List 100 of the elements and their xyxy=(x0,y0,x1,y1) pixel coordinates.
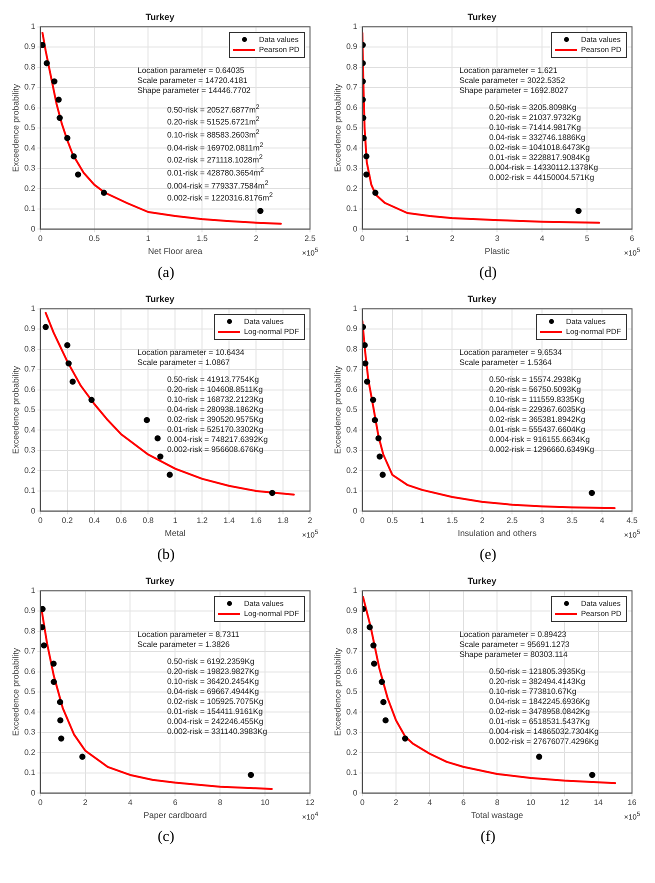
x-tick-label: 4 xyxy=(428,798,433,808)
y-tick-label: 1 xyxy=(352,304,358,314)
x-tick-label: 0.4 xyxy=(88,516,100,526)
y-axis-title: Exceedence probability xyxy=(332,647,342,736)
point xyxy=(40,606,46,612)
y-tick-label: 0.3 xyxy=(346,164,358,173)
chart-title: Turkey xyxy=(468,12,496,22)
y-tick-label: 0.1 xyxy=(346,204,358,214)
y-tick-label: 0.3 xyxy=(24,728,36,737)
point xyxy=(57,717,64,724)
annotation: Location parameter = 8.7311 Scale parameter = 1.3826 xyxy=(137,630,240,650)
y-tick-label: 0 xyxy=(30,224,36,234)
x-axis-title: Paper cardboard xyxy=(143,810,208,820)
point xyxy=(372,417,378,424)
x-tick-label: 0 xyxy=(38,798,44,808)
text: (d) xyxy=(478,264,498,283)
y-tick-label: 0.5 xyxy=(346,687,358,696)
chart-title: Turkey xyxy=(468,294,496,304)
y-tick-label: 1 xyxy=(30,586,36,596)
x-tick-label: 1.8 xyxy=(277,516,290,526)
x-tick-label: 1.6 xyxy=(250,516,262,526)
x-tick-label: 2 xyxy=(450,234,455,244)
annotation: Location parameter = 0.64035 Scale parameter = 14720.4181 Shape parameter = 14446.7702 xyxy=(137,66,251,96)
x-axis-title: Insulation and others xyxy=(458,528,537,538)
text: (c) xyxy=(156,828,176,847)
y-tick-label: 0.4 xyxy=(24,707,36,716)
x-tick-label: 2 xyxy=(480,516,485,526)
x-tick-label: 0 xyxy=(360,516,366,526)
point xyxy=(589,772,596,778)
y-tick-label: 0.4 xyxy=(24,143,36,152)
x-tick-label: 12 xyxy=(560,798,570,808)
x-tick-label: 2 xyxy=(254,234,259,244)
y-tick-label: 0.9 xyxy=(346,324,358,334)
annotation: 0.50-risk = 3205.8098Kg 0.20-risk = 21037.9732Kg 0.10-risk = 71414.9817Kg 0.04-risk = 332746.1886Kg 0.02-risk = 1041018.6473Kg 0.01-risk = 3228817.9084Kg 0.004-risk = 14330112.1378Kg 0.002-risk = 44150004.571Kg xyxy=(489,102,598,183)
y-tick-label: 0.5 xyxy=(24,123,36,132)
y-tick-label: 0.2 xyxy=(24,748,36,757)
point xyxy=(370,396,376,403)
x-tick-label: 0 xyxy=(360,798,366,808)
point xyxy=(375,435,382,442)
y-tick-label: 0.1 xyxy=(24,204,36,214)
chart-title: Turkey xyxy=(146,576,174,586)
x-tick-label: 1 xyxy=(405,234,410,244)
y-tick-label: 0.5 xyxy=(24,405,36,414)
x-axis-title: Metal xyxy=(164,528,186,538)
point xyxy=(376,453,383,460)
y-tick-label: 0.5 xyxy=(346,405,358,414)
x-tick-label: 1.2 xyxy=(196,516,208,526)
y-tick-label: 0.6 xyxy=(346,666,358,676)
point xyxy=(64,135,70,142)
y-tick-label: 0.6 xyxy=(24,102,36,112)
point xyxy=(364,378,370,385)
y-tick-label: 0.9 xyxy=(24,42,36,52)
y-tick-label: 0.6 xyxy=(24,666,36,676)
point xyxy=(79,754,86,760)
annotation: 0.50-risk = 121805.3935Kg 0.20-risk = 382494.4143Kg 0.10-risk = 773810.67Kg 0.04-risk = 1842245.6936Kg 0.02-risk = 3478958.0842Kg 0.01-risk = 6518531.5437Kg 0.004-risk = 14865032.7304Kg 0.002-risk = 27676077.4296Kg xyxy=(489,666,599,747)
y-tick-label: 0.7 xyxy=(346,82,358,92)
point xyxy=(50,678,57,685)
point xyxy=(248,772,254,778)
point xyxy=(402,735,408,742)
text: (e) xyxy=(478,546,498,565)
y-tick-label: 0.3 xyxy=(24,446,36,455)
point xyxy=(64,342,70,348)
x-tick-label: 0.8 xyxy=(142,516,154,526)
point xyxy=(44,60,50,66)
y-tick-label: 0.7 xyxy=(24,646,36,656)
point xyxy=(378,678,385,685)
point xyxy=(380,699,386,706)
x-tick-label: 0.5 xyxy=(386,516,398,526)
y-tick-label: 0 xyxy=(352,224,358,234)
text: (b) xyxy=(156,546,176,565)
x-tick-label: 8 xyxy=(494,798,500,808)
y-tick-label: 0 xyxy=(30,506,36,516)
x-tick-label: 6 xyxy=(172,798,178,808)
text: 0.50-risk = 20527.6877m$^{2}$ 0.20-risk = 51525.6721m$^{2}$ 0.10-risk = 88583.2603m$^{2}$ 0.04-risk = 169702.0811m$^{2}$ 0.02-risk = 271118.1028m$^{2}$ 0.01-risk = 428780.3654m$^{2}$ 0.004-risk = 779337.7584m$^{2}$ 0.002-risk = 1220316.8176m$^{2}$ xyxy=(167,104,273,204)
y-tick-label: 0.6 xyxy=(24,384,36,394)
point xyxy=(371,660,378,667)
point xyxy=(166,472,173,478)
x-axis-title: Net Floor area xyxy=(148,246,203,256)
point xyxy=(536,754,542,760)
annotation: Location parameter = 10.6434 Scale parameter = 1.0867 xyxy=(137,348,244,368)
y-tick-label: 1 xyxy=(30,304,36,314)
y-tick-label: 0.7 xyxy=(346,364,358,374)
x-tick-label: 1 xyxy=(146,234,151,244)
chart-title: Turkey xyxy=(146,294,174,304)
y-tick-label: 0.2 xyxy=(346,466,358,475)
point xyxy=(370,642,377,649)
x-tick-label: 4 xyxy=(128,798,133,808)
point xyxy=(366,624,373,630)
y-tick-label: 0.9 xyxy=(346,42,358,52)
point xyxy=(380,472,386,478)
x-tick-label: 0 xyxy=(38,234,44,244)
x-tick-label: 1.5 xyxy=(446,516,458,526)
point xyxy=(70,153,77,160)
text: (f) xyxy=(480,828,496,847)
point xyxy=(362,360,368,367)
point xyxy=(40,642,48,649)
y-tick-label: 0.9 xyxy=(24,324,36,334)
point xyxy=(269,490,276,496)
y-axis-title: Exceedence probability xyxy=(10,365,20,454)
x-tick-label: 3 xyxy=(494,234,500,244)
